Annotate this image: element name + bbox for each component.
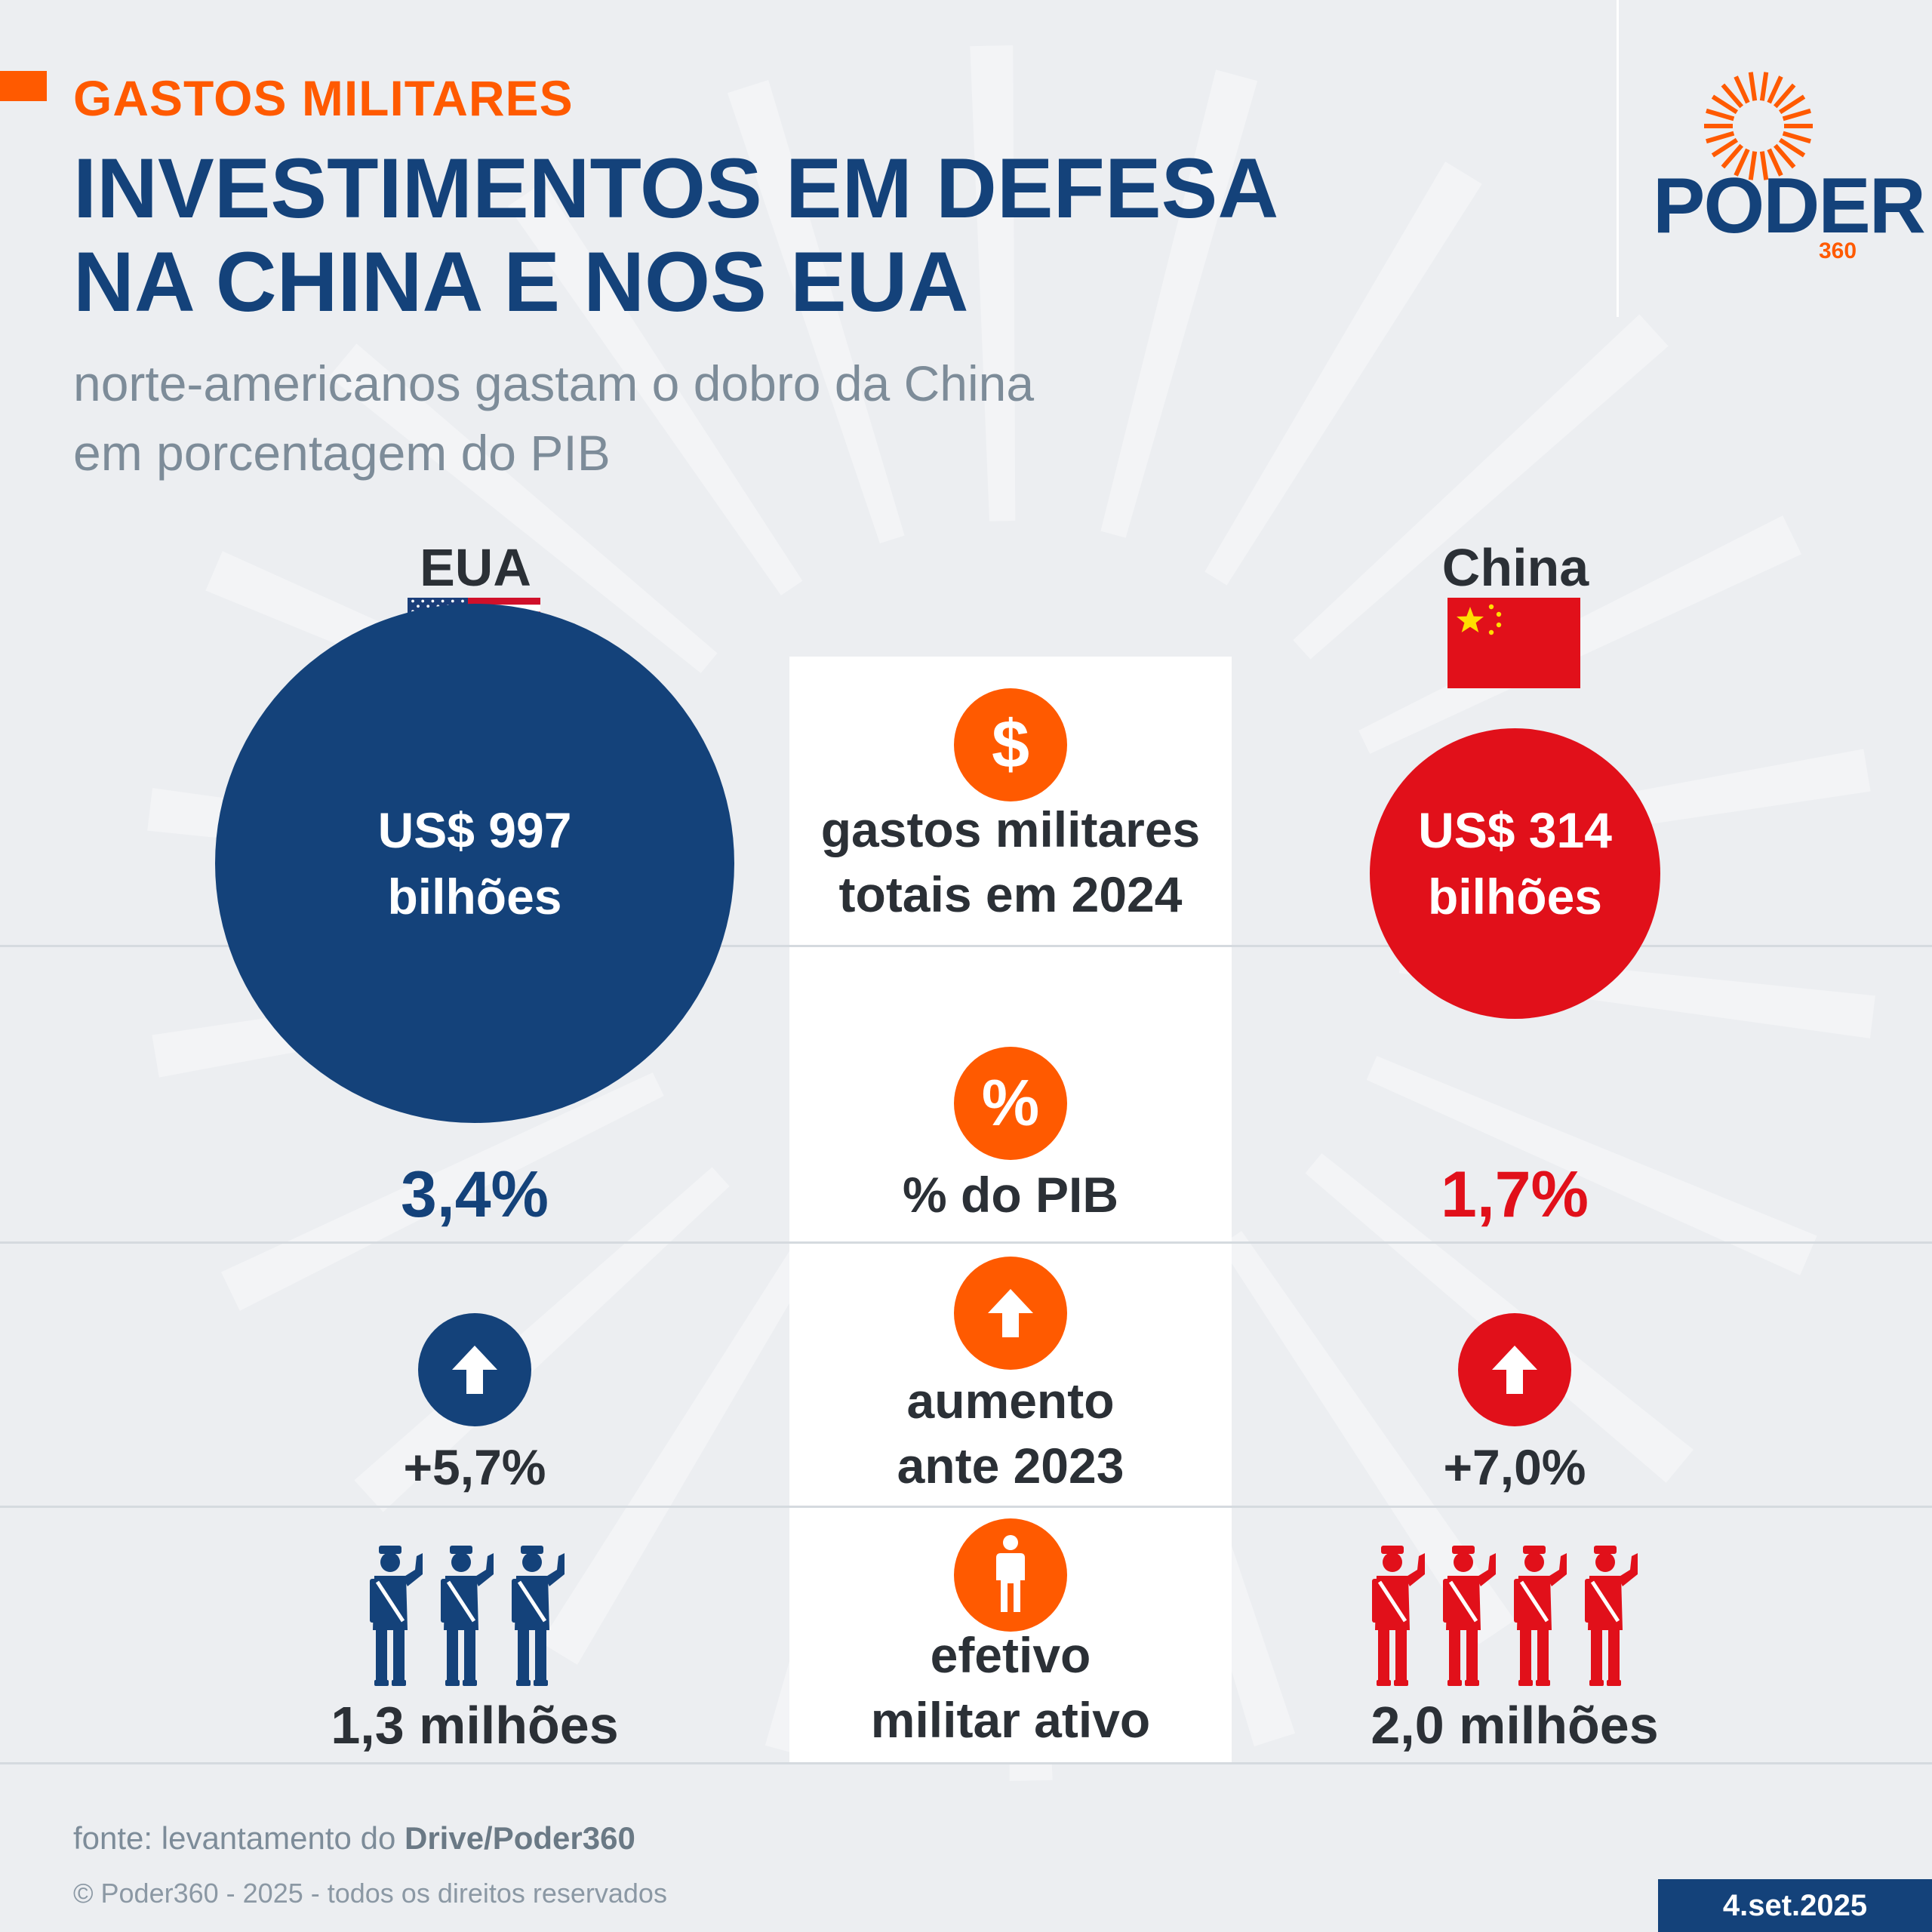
- metric-spending-line-1: gastos militares: [820, 801, 1201, 857]
- usa-soldiers-icon: [370, 1546, 565, 1686]
- china-arrow-up-icon: [1458, 1313, 1571, 1426]
- china-spending-value: US$ 314 bilhões: [1370, 797, 1660, 930]
- china-spending-circle: [1370, 728, 1660, 1019]
- metric-troops-line-1: efetivo: [930, 1627, 1091, 1683]
- china-gdp-share: 1,7%: [1440, 1158, 1589, 1231]
- china-increase: +7,0%: [1443, 1439, 1586, 1495]
- metric-spending-line-2: totais em 2024: [838, 866, 1183, 922]
- percent-icon: %: [954, 1047, 1067, 1160]
- usa-increase: +5,7%: [403, 1439, 546, 1495]
- row-divider: [0, 945, 1932, 947]
- poder360-sun-icon: [1704, 72, 1813, 180]
- usa-troops: 1,3 milhões: [331, 1696, 619, 1755]
- subtitle-line-2: em porcentagem do PIB: [73, 425, 611, 481]
- dollar-icon: $: [954, 688, 1067, 801]
- copyright: © Poder360 - 2025 - todos os direitos re…: [73, 1878, 667, 1909]
- logo-number: 360: [1819, 238, 1857, 263]
- china-soldiers-icon: [1372, 1546, 1638, 1686]
- source-prefix: fonte: levantamento do: [73, 1820, 405, 1856]
- china-flag: [1447, 598, 1580, 688]
- usa-spending-amount: US$ 997: [377, 802, 572, 858]
- metric-spending-label: gastos militares totais em 2024: [789, 797, 1232, 927]
- usa-arrow-up-icon: [418, 1313, 531, 1426]
- metric-troops-line-2: militar ativo: [870, 1692, 1151, 1748]
- kicker-bar: [0, 71, 47, 101]
- country-label-china: China: [1441, 538, 1589, 597]
- china-spending-amount: US$ 314: [1418, 802, 1612, 858]
- person-icon: [954, 1518, 1067, 1632]
- header-divider: [1617, 0, 1619, 317]
- usa-spending-value: US$ 997 bilhões: [215, 797, 734, 930]
- metric-increase-label: aumento ante 2023: [789, 1368, 1232, 1498]
- metric-gdp-label: % do PIB: [902, 1167, 1118, 1223]
- title-line-2: NA CHINA E NOS EUA: [73, 235, 969, 329]
- china-troops: 2,0 milhões: [1371, 1696, 1659, 1755]
- row-divider: [0, 1241, 1932, 1244]
- date-badge: 4.set.2025: [1658, 1879, 1932, 1932]
- source-note: fonte: levantamento do Drive/Poder360: [73, 1820, 635, 1857]
- subtitle: norte-americanos gastam o dobro da China…: [73, 349, 1356, 488]
- country-label-usa: EUA: [420, 538, 531, 597]
- title-line-1: INVESTIMENTOS EM DEFESA: [73, 141, 1279, 235]
- logo-word: PODER: [1653, 162, 1926, 250]
- row-divider: [0, 1762, 1932, 1764]
- metric-troops-label: efetivo militar ativo: [789, 1623, 1232, 1752]
- source-name: Drive/Poder360: [404, 1820, 635, 1856]
- usa-gdp-share: 3,4%: [400, 1158, 549, 1231]
- usa-spending-circle: [215, 604, 734, 1123]
- metric-increase-line-1: aumento: [906, 1373, 1115, 1429]
- usa-spending-unit: bilhões: [387, 869, 562, 924]
- row-divider: [0, 1506, 1932, 1508]
- metric-increase-line-2: ante 2023: [897, 1438, 1124, 1494]
- kicker: GASTOS MILITARES: [73, 70, 574, 126]
- subtitle-line-1: norte-americanos gastam o dobro da China: [73, 355, 1035, 411]
- china-spending-unit: bilhões: [1427, 869, 1603, 924]
- page-title: INVESTIMENTOS EM DEFESA NA CHINA E NOS E…: [73, 142, 1356, 329]
- arrow-up-icon: [954, 1257, 1067, 1370]
